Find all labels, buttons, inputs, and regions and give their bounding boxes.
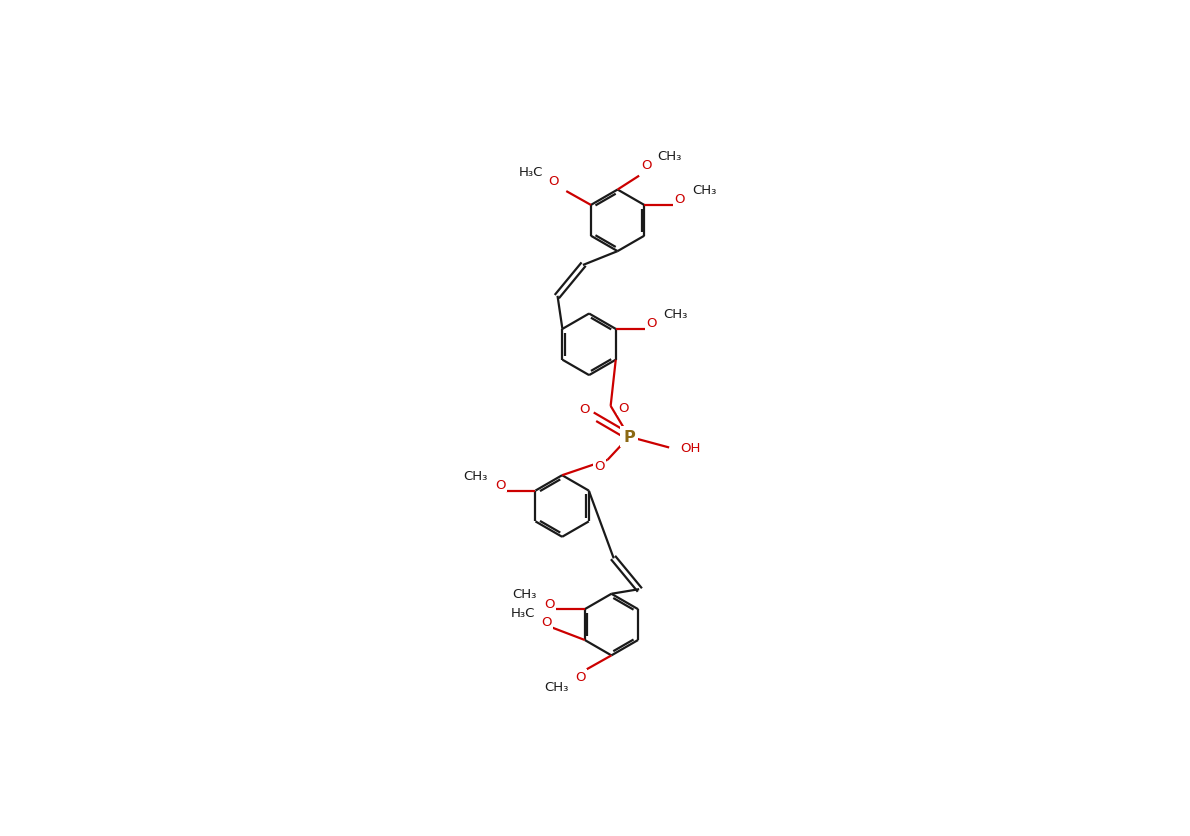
Text: CH₃: CH₃ <box>693 184 716 196</box>
Text: OH: OH <box>679 441 701 455</box>
Text: H₃C: H₃C <box>519 166 543 178</box>
Text: O: O <box>595 460 606 473</box>
Text: O: O <box>619 401 628 415</box>
Text: O: O <box>544 597 555 609</box>
Text: O: O <box>576 670 585 684</box>
Text: CH₃: CH₃ <box>513 588 537 600</box>
Text: H₃C: H₃C <box>511 606 536 619</box>
Text: CH₃: CH₃ <box>664 308 688 321</box>
Text: O: O <box>549 175 559 187</box>
Text: CH₃: CH₃ <box>463 469 488 482</box>
Text: O: O <box>495 478 506 492</box>
Text: O: O <box>646 317 657 330</box>
Text: P: P <box>624 430 634 445</box>
Text: O: O <box>641 159 652 172</box>
Text: O: O <box>675 193 685 206</box>
Text: O: O <box>541 615 551 628</box>
Text: CH₃: CH₃ <box>544 680 569 693</box>
Text: P: P <box>624 430 635 445</box>
Text: O: O <box>580 403 590 416</box>
Text: CH₃: CH₃ <box>658 150 682 163</box>
